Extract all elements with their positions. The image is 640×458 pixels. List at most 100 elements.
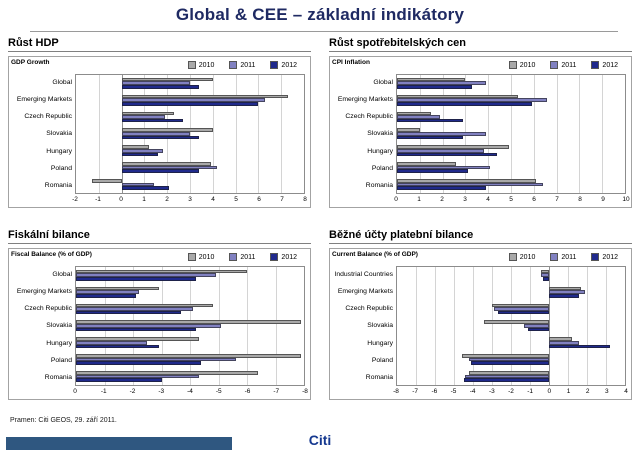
bar-2010 [121, 162, 211, 166]
legend-swatch [229, 61, 238, 69]
legend-swatch [187, 61, 196, 69]
category-label: Czech Republic [345, 113, 393, 121]
bar-2011 [397, 81, 486, 86]
legend-swatch [550, 61, 559, 69]
category-label: Global [373, 79, 393, 87]
title-underline [30, 31, 618, 32]
plot-area [396, 266, 626, 386]
chart-current-balance: Current Balance (% of GDP) 2010 2011 2012 … [329, 248, 632, 400]
legend-item: 2010 [187, 253, 214, 261]
bar-2012 [121, 85, 200, 89]
category-axis: Global Emerging Markets Czech Republic Slov… [11, 74, 75, 194]
tick-label: -5 [215, 388, 222, 395]
bar-2011 [76, 357, 236, 362]
category-label: Hungary [46, 339, 72, 347]
gridline [488, 75, 490, 193]
gridline [247, 267, 248, 385]
bar-2010 [397, 128, 420, 133]
gridline [415, 267, 417, 385]
bar-2011 [121, 182, 154, 187]
gridline [511, 75, 512, 193]
bar-2010 [76, 269, 247, 274]
bar-2011 [524, 324, 549, 328]
gridline [533, 75, 535, 193]
bar-2012 [548, 344, 610, 349]
bar-2012 [397, 152, 498, 157]
bar-2010 [121, 128, 213, 133]
bar-2012 [497, 310, 549, 315]
gridline [235, 75, 237, 193]
tick-label: 2 [165, 196, 169, 203]
category-label: Romania [44, 181, 72, 189]
tick-label: 2 [440, 196, 444, 203]
category-label: Slovakia [367, 322, 393, 330]
legend-item: 2010 [187, 61, 214, 69]
gridline [556, 75, 558, 193]
panel-fiscal-balance: Fiskální bilance Fiscal Balance (% of GD… [8, 229, 311, 413]
gridline [587, 267, 588, 385]
gridline [602, 75, 604, 193]
legend-item: 2011 [229, 61, 255, 69]
legend: 2010 2011 2012 [187, 59, 305, 69]
bar-2010 [397, 94, 518, 99]
bar-2010 [397, 162, 457, 166]
bar-2011 [76, 290, 139, 294]
category-label: Czech Republic [24, 113, 72, 121]
tick-label: 2 [585, 388, 590, 395]
tick-label: 3 [188, 196, 192, 203]
legend-swatch [591, 61, 600, 69]
bar-2012 [76, 344, 159, 349]
legend-item: 2011 [550, 61, 576, 69]
category-label: Slovakia [46, 130, 72, 138]
gridline [190, 75, 191, 193]
legend-label: 2012 [602, 61, 618, 69]
tick-label: -6 [431, 388, 438, 395]
tick-label: 0 [394, 196, 398, 203]
gridline [568, 267, 569, 385]
legend-item: 2011 [229, 253, 255, 261]
zero-line [548, 267, 550, 385]
category-label: Emerging Markets [337, 96, 393, 104]
bar-2011 [121, 115, 165, 119]
bar-2012 [397, 186, 486, 190]
bar-2012 [397, 118, 464, 123]
bar-2011 [548, 340, 580, 345]
legend-label: 2011 [240, 253, 256, 261]
bar-2011 [548, 290, 586, 294]
legend-swatch [187, 253, 196, 261]
chart-header: CPI Inflation 2010 2011 2012 [332, 59, 626, 74]
bar-2011 [397, 115, 441, 119]
gridline [98, 75, 100, 193]
legend-label: 2011 [561, 61, 577, 69]
tick-label: 8 [578, 196, 582, 203]
legend-item: 2010 [508, 253, 535, 261]
bar-2012 [121, 152, 159, 157]
legend-label: 2011 [240, 61, 256, 69]
bar-2010 [548, 286, 582, 291]
tick-label: 6 [532, 196, 536, 203]
bar-2011 [541, 273, 549, 278]
legend: 2010 2011 2012 [508, 251, 626, 261]
legend-item: 2012 [270, 61, 297, 69]
category-label: Czech Republic [345, 305, 393, 313]
tick-label: -8 [302, 388, 308, 395]
category-axis: Global Emerging Markets Czech Republic Slov… [332, 74, 396, 194]
bar-2012 [528, 327, 549, 332]
value-axis: 0 1 2 3 4 5 6 7 8 9 10 [394, 194, 629, 204]
tick-label: -4 [187, 388, 193, 395]
plot-area [75, 266, 305, 386]
tick-label: -3 [488, 388, 495, 395]
bar-2011 [76, 273, 216, 278]
tick-label: 6 [257, 196, 261, 203]
legend-swatch [550, 253, 559, 261]
legend-swatch [270, 61, 279, 69]
bar-2010 [397, 77, 466, 82]
panel-title: Růst HDP [8, 37, 311, 52]
tick-label: 1 [417, 196, 421, 203]
axis-title: CPI Inflation [332, 59, 370, 66]
bar-2010 [76, 286, 159, 291]
tick-label: 5 [509, 196, 513, 203]
legend-item: 2010 [508, 61, 535, 69]
legend-swatch [508, 253, 517, 261]
bar-2010 [76, 320, 302, 325]
